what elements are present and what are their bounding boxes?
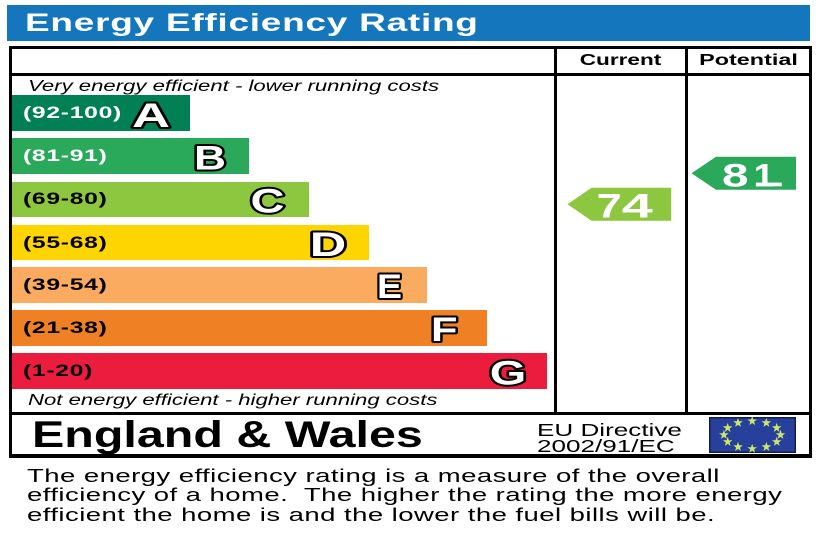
- svg-text:C: C: [251, 183, 285, 221]
- svg-text:4: 4: [622, 188, 653, 223]
- svg-text:A: A: [132, 97, 170, 135]
- svg-text:E: E: [377, 268, 402, 306]
- svg-text:7: 7: [597, 188, 622, 223]
- svg-text:D: D: [310, 226, 347, 264]
- svg-text:1: 1: [753, 157, 774, 191]
- svg-text:G: G: [490, 354, 527, 392]
- svg-text:F: F: [431, 311, 458, 349]
- svg-text:B: B: [194, 139, 226, 177]
- svg-text:8: 8: [722, 157, 749, 191]
